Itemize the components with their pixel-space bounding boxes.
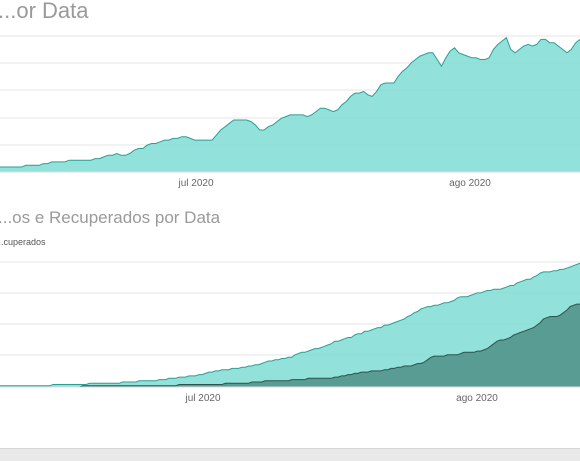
chart-title-bottom: ...os e Recuperados por Data	[0, 208, 221, 227]
series-area-1[interactable]	[0, 304, 580, 387]
x-tick-label: jul 2020	[177, 178, 213, 189]
series-line-0	[0, 262, 580, 387]
series-area-0[interactable]	[0, 37, 580, 173]
chart-title-top: ...or Data	[0, 0, 89, 23]
chart-top-area: jul 2020 ago 2020	[0, 35, 580, 189]
x-tick-label: jul 2020	[184, 393, 220, 404]
chart-bottom-area: jul 2020 ago 2020	[0, 261, 580, 404]
series-line-1	[0, 303, 580, 388]
bottom-scroll-strip[interactable]	[0, 448, 580, 461]
x-tick-label: ago 2020	[456, 393, 498, 404]
x-tick-label: ago 2020	[449, 178, 491, 189]
series-line-0	[0, 36, 580, 168]
legend-label: ...cuperados	[0, 237, 46, 247]
